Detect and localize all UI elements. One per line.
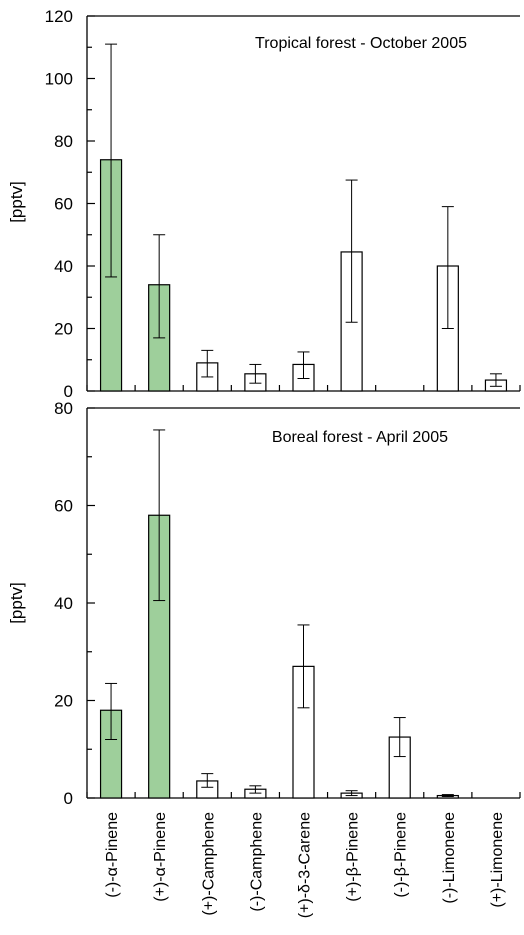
- y-tick-label: 40: [54, 257, 73, 276]
- y-tick-label: 0: [64, 789, 73, 808]
- x-category-label: (+)-δ-3-Carene: [297, 812, 314, 918]
- x-category-label: (+)-Camphene: [200, 812, 217, 916]
- y-tick-label: 40: [54, 594, 73, 613]
- y-tick-label: 100: [45, 70, 73, 89]
- panel-boreal: 0 20 40 60 80 [pptv] Boreal forest - April 200…: [7, 399, 521, 808]
- x-category-label: (-)-Limonene: [441, 812, 458, 904]
- panel-tropical: 0 20 40 60 80 100 120 [pptv] Tropical forest - O…: [7, 7, 521, 401]
- y-tick-label: 60: [54, 497, 73, 516]
- x-category-label: (-)-α-Pinene: [104, 812, 121, 898]
- y-tick-label: 20: [54, 320, 73, 339]
- y-axis-label: [pptv]: [7, 582, 26, 624]
- x-category-label: (+)-Limonene: [489, 812, 506, 908]
- y-tick-label: 20: [54, 692, 73, 711]
- y-tick-label: 80: [54, 399, 73, 418]
- y-axis-label: [pptv]: [7, 181, 26, 223]
- x-category-label: (+)-β-Pinene: [345, 812, 362, 902]
- panel-title: Boreal forest - April 2005: [272, 429, 448, 446]
- x-category-label: (+)-α-Pinene: [152, 812, 169, 902]
- y-tick-label: 60: [54, 195, 73, 214]
- y-tick-label: 0: [64, 382, 73, 401]
- panel-title: Tropical forest - October 2005: [255, 35, 467, 52]
- x-category-label: (-)-β-Pinene: [393, 812, 410, 898]
- x-category-label: (-)-Camphene: [248, 812, 265, 912]
- y-tick-label: 120: [45, 7, 73, 26]
- y-tick-label: 80: [54, 132, 73, 151]
